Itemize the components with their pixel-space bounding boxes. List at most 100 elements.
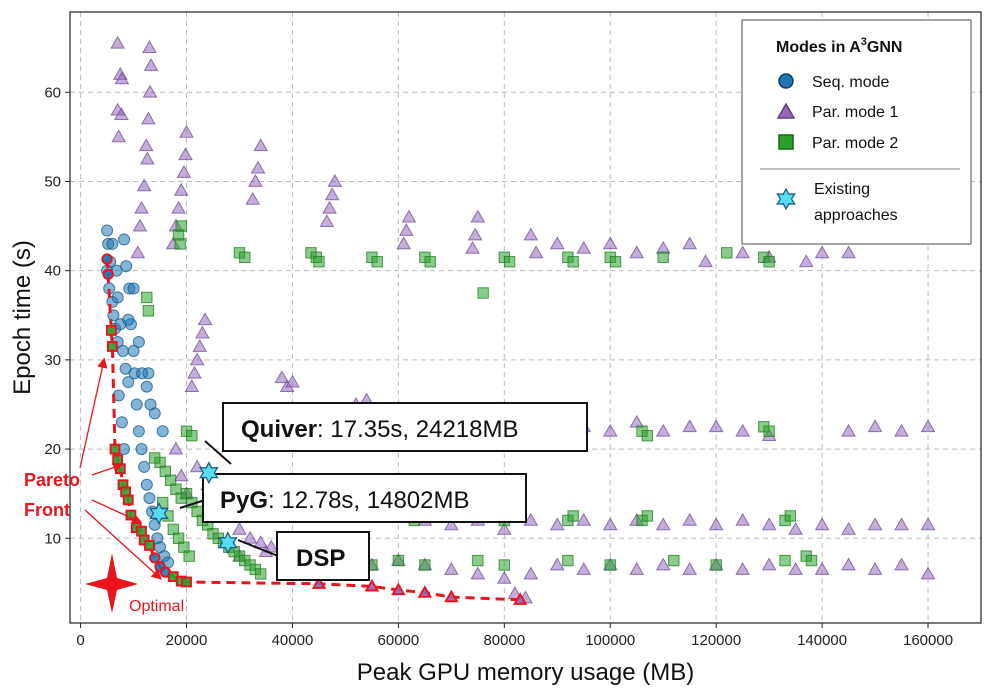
data-point-triangle	[708, 517, 724, 531]
data-point-triangle	[138, 138, 154, 152]
legend-box	[741, 19, 972, 245]
data-point-triangle	[322, 200, 337, 214]
data-point-triangle	[655, 240, 671, 254]
data-point-triangle	[629, 561, 645, 575]
data-point-circle	[101, 224, 114, 237]
data-point-triangle	[398, 223, 414, 236]
pyg-name: PyG	[220, 487, 268, 514]
data-point-triangle	[814, 517, 830, 531]
data-point-triangle	[920, 566, 936, 580]
legend-title-suffix: GNN	[867, 39, 903, 56]
data-point-square	[763, 256, 775, 268]
data-point-triangle	[465, 240, 480, 254]
x-tick-label: 140000	[797, 632, 847, 649]
data-point-triangle	[443, 517, 459, 531]
data-point-triangle	[250, 160, 266, 174]
data-point-triangle	[576, 561, 592, 575]
pyg-callout-box	[202, 473, 527, 523]
data-point-triangle	[682, 512, 698, 526]
data-point-square	[609, 256, 622, 268]
y-tick-label: 50	[44, 173, 61, 190]
data-point-triangle	[274, 370, 290, 384]
data-point-triangle	[523, 512, 539, 526]
y-tick-label: 20	[44, 441, 61, 458]
data-point-triangle	[867, 561, 883, 575]
data-point-circle	[106, 237, 119, 250]
legend-title: Modes in A3GNN	[776, 36, 902, 56]
pareto-arrow	[79, 357, 108, 469]
data-point-square	[567, 510, 579, 522]
callouts: Quiver: 17.35s, 24218MB PyG: 12.78s, 148…	[179, 402, 588, 581]
data-point-circle	[132, 336, 145, 349]
data-point-triangle	[245, 191, 261, 205]
data-point-circle	[132, 425, 145, 438]
data-point-square	[371, 256, 383, 268]
x-tick-label: 20000	[166, 632, 208, 649]
legend-par1-label: Par. mode 1	[812, 104, 898, 121]
data-point-triangle	[814, 245, 830, 259]
x-tick-label: 40000	[272, 632, 314, 649]
data-point-triangle	[232, 521, 247, 535]
dsp-callout: DSP	[296, 545, 345, 572]
data-point-triangle	[894, 557, 909, 571]
data-point-triangle	[141, 111, 156, 125]
x-tick-label: 0	[76, 632, 84, 649]
data-point-triangle	[698, 254, 713, 268]
data-point-circle	[127, 344, 140, 357]
x-tick-label: 80000	[483, 632, 525, 649]
pareto-arrow	[91, 499, 143, 524]
data-point-square	[174, 238, 186, 250]
dsp-star-icon	[217, 531, 238, 555]
data-point-circle	[111, 291, 124, 304]
data-point-triangle	[179, 124, 194, 138]
data-point-circle	[144, 398, 157, 411]
data-point-circle	[117, 233, 131, 246]
pyg-leader-line	[179, 499, 206, 509]
data-point-square	[186, 429, 198, 442]
data-point-triangle	[814, 561, 830, 575]
legend: Modes in A3GNN Seq. mode Par. mode 1 Par…	[741, 19, 972, 245]
data-point-triangle	[189, 352, 205, 366]
data-point-triangle	[602, 517, 618, 531]
data-point-triangle	[798, 254, 814, 268]
data-point-triangle	[195, 325, 210, 339]
data-point-triangle	[655, 423, 671, 437]
pareto-point	[105, 325, 117, 336]
data-point-square	[239, 251, 251, 263]
pareto-front	[101, 253, 528, 605]
pareto-point	[122, 494, 134, 506]
data-point-square	[472, 554, 484, 567]
data-point-triangle	[549, 517, 565, 531]
data-point-triangle	[114, 107, 129, 120]
pareto-point	[149, 552, 161, 564]
data-point-triangle	[920, 419, 936, 433]
data-point-square	[141, 291, 153, 304]
data-point-triangle	[894, 517, 909, 531]
data-point-square	[641, 510, 654, 522]
data-point-triangle	[576, 512, 592, 526]
data-point-triangle	[841, 521, 856, 535]
pyg-star-icon	[149, 502, 169, 525]
data-point-triangle	[629, 414, 645, 428]
pareto-point	[144, 539, 155, 551]
data-point-triangle	[142, 84, 158, 98]
data-point-triangle	[130, 245, 146, 259]
x-tick-label: 60000	[378, 632, 420, 649]
data-point-circle	[156, 425, 169, 438]
pareto-label-line2: Front	[24, 500, 70, 520]
data-point-triangle	[735, 512, 751, 526]
data-point-circle	[148, 518, 161, 531]
data-point-triangle	[788, 521, 803, 535]
data-point-triangle	[761, 557, 777, 571]
plot-frame	[69, 11, 982, 624]
pareto-point	[181, 576, 192, 588]
pyg-callout: PyG: 12.78s, 14802MB	[220, 487, 470, 514]
data-point-triangle	[549, 557, 565, 571]
legend-par2-label: Par. mode 2	[812, 135, 898, 152]
data-point-triangle	[187, 365, 202, 379]
data-point-triangle	[523, 566, 539, 580]
data-point-square	[784, 510, 797, 522]
data-point-square	[604, 559, 616, 571]
legend-seq-marker	[778, 73, 794, 89]
